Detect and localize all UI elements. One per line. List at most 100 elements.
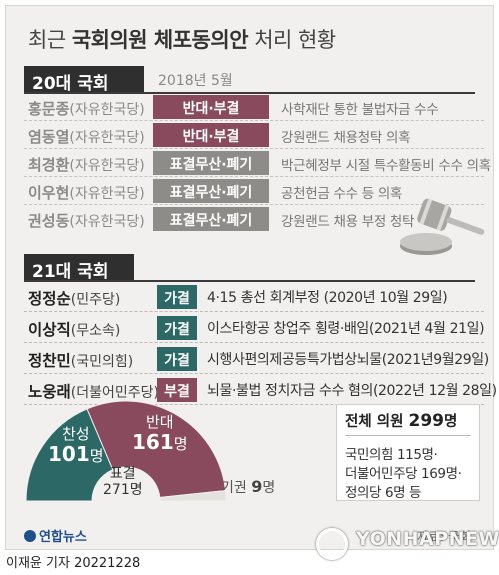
watermark-circle-icon: [316, 528, 348, 560]
charge-description: 이스타항공 창업주 횡령·배임(2021년 4월 21일): [207, 321, 485, 337]
member-name: 노웅래(더불어민주당): [28, 380, 159, 402]
status-badge: 표결무산·폐기: [153, 179, 269, 203]
member-party: (자유한국당): [69, 186, 145, 202]
member-party: (자유한국당): [69, 158, 145, 174]
abstain-unit: 명: [262, 480, 276, 496]
charge-description: 시행사편의제공등특가법상뇌물(2021년9월29일): [207, 352, 489, 368]
title-bold: 국회의원 체포동의안: [71, 28, 249, 52]
approve-label: 찬성 101명: [48, 425, 104, 467]
row-divider: [24, 120, 484, 121]
approve-value: 101: [48, 442, 90, 467]
source-note: 자료: 국회: [416, 529, 471, 544]
member-name-text: 정정순: [28, 290, 71, 308]
abstain-label: 기권 9명: [221, 477, 276, 496]
status-badge: 표결무산·폐기: [153, 207, 269, 231]
status-badge: 반대·부결: [153, 123, 269, 147]
member-name: 염동열(자유한국당): [28, 126, 145, 147]
charge-description: 4·15 총선 회계부정 (2020년 10월 29일): [207, 290, 448, 306]
member-name-text: 홍문종: [28, 100, 70, 118]
row-divider: [24, 148, 484, 149]
list-item: 정찬민(국민의힘) 가결 시행사편의제공등특가법상뇌물(2021년9월29일): [24, 344, 489, 374]
reject-value: 161: [132, 430, 174, 455]
row-divider: [24, 342, 484, 343]
status-badge: 가결: [157, 347, 197, 371]
title-suffix: 처리 현황: [254, 28, 336, 52]
vote-pie-chart: [26, 400, 226, 502]
member-name: 권성동(자유한국당): [28, 210, 145, 231]
member-name: 홍문종(자유한국당): [28, 98, 145, 119]
member-name-text: 이우현: [28, 184, 70, 202]
total-title-prefix: 전체 의원: [345, 414, 404, 430]
charge-description: 사학재단 통한 불법자금 수수: [281, 102, 439, 118]
charge-description: 뇌물·불법 정치자금 수수 혐의(2022년 12월 28일): [207, 383, 497, 399]
abstain-value: 9: [251, 477, 263, 496]
row-divider: [24, 204, 484, 205]
section-divider: [24, 280, 475, 282]
charge-description: 강원랜드 채용청탁 의혹: [281, 130, 411, 146]
gavel-icon: [400, 198, 485, 255]
section-divider: [24, 92, 475, 94]
row-divider: [24, 311, 484, 312]
pie-slice-approve: [26, 408, 114, 502]
watermark-text: YONHAPNEWS: [356, 528, 499, 550]
member-name-text: 정찬민: [28, 352, 71, 370]
row-divider: [24, 176, 484, 177]
member-name: 이상직(무소속): [28, 318, 120, 340]
abstain-label-text: 기권: [221, 480, 247, 496]
watermark: YONHAPNEWS: [320, 528, 499, 550]
list-item: 정정순(민주당) 가결 4·15 총선 회계부정 (2020년 10월 29일): [24, 282, 484, 312]
total-count: 299: [408, 411, 444, 431]
member-name-text: 노웅래: [28, 383, 71, 401]
member-party: (자유한국당): [69, 214, 145, 230]
infographic-card: 최근 국회의원 체포동의안 처리 현황 20대 국회 2018년 5월 홍문종(…: [5, 5, 497, 550]
list-item: 최경환(자유한국당) 표결무산·폐기 박근혜정부 시절 특수활동비 수수 의혹: [24, 150, 491, 177]
status-badge: 가결: [157, 285, 197, 309]
member-party: (자유한국당): [69, 130, 145, 146]
list-item: 이상직(무소속) 가결 이스타항공 창업주 횡령·배임(2021년 4월 21일): [24, 313, 485, 343]
member-name-text: 이상직: [28, 321, 71, 339]
pie-slice-reject: [86, 400, 226, 499]
list-item: 노웅래(더불어민주당) 부결 뇌물·불법 정치자금 수수 혐의(2022년 12월 …: [24, 375, 497, 405]
member-name-text: 최경환: [28, 156, 70, 174]
charge-description: 강원랜드 채용 부정 청탁: [281, 214, 415, 230]
total-item: 정의당 6명 등: [345, 485, 422, 501]
list-item: 홍문종(자유한국당) 반대·부결 사학재단 통한 불법자금 수수: [24, 94, 484, 121]
section-heading-21st: 21대 국회: [24, 254, 134, 282]
reject-unit: 명: [173, 435, 188, 454]
total-title: 전체 의원 299명: [345, 410, 457, 431]
member-party: (더불어민주당): [70, 385, 159, 401]
member-party: (자유한국당): [69, 102, 145, 118]
section-date-20th: 2018년 5월: [158, 73, 233, 89]
logo-text: 연합뉴스: [39, 530, 87, 545]
total-item: 국민의힘 115명·: [345, 447, 438, 463]
yonhap-logo: 연합뉴스: [24, 526, 87, 545]
reject-label: 반대 161명: [132, 413, 188, 455]
status-badge: 반대·부결: [153, 95, 269, 119]
cast-label-text: 표결: [109, 466, 136, 482]
member-party: (민주당): [70, 292, 121, 308]
member-party: (무소속): [70, 323, 121, 339]
member-name-text: 권성동: [28, 212, 70, 230]
member-name-text: 염동열: [28, 128, 70, 146]
list-item: 염동열(자유한국당) 반대·부결 강원랜드 채용청탁 의혹: [24, 122, 484, 149]
total-members-box: 전체 의원 299명 국민의힘 115명· 더불어민주당 169명· 정의당 6…: [336, 404, 480, 501]
total-divider: [345, 435, 471, 436]
status-badge: 부결: [157, 378, 197, 402]
approve-label-text: 찬성: [61, 425, 90, 443]
page-title: 최근 국회의원 체포동의안 처리 현황: [28, 24, 336, 54]
row-divider: [24, 373, 484, 374]
reject-label-text: 반대: [145, 413, 174, 431]
member-name: 이우현(자유한국당): [28, 182, 145, 203]
charge-description: 박근혜정부 시절 특수활동비 수수 의혹: [281, 158, 491, 174]
total-item: 더불어민주당 169명·: [345, 466, 462, 482]
title-prefix: 최근: [28, 28, 66, 52]
member-name: 최경환(자유한국당): [28, 154, 145, 175]
member-name: 정찬민(국민의힘): [28, 349, 133, 371]
list-item: 이우현(자유한국당) 표결무산·폐기 공천헌금 수수 등 의혹: [24, 178, 484, 205]
approve-unit: 명: [89, 447, 104, 466]
cast-value: 271명: [103, 482, 143, 499]
member-name: 정정순(민주당): [28, 287, 120, 309]
list-item: 권성동(자유한국당) 표결무산·폐기 강원랜드 채용 부정 청탁: [24, 206, 484, 233]
section-heading-20th: 20대 국회: [24, 66, 144, 94]
pie-slice-abstain: [159, 490, 226, 502]
